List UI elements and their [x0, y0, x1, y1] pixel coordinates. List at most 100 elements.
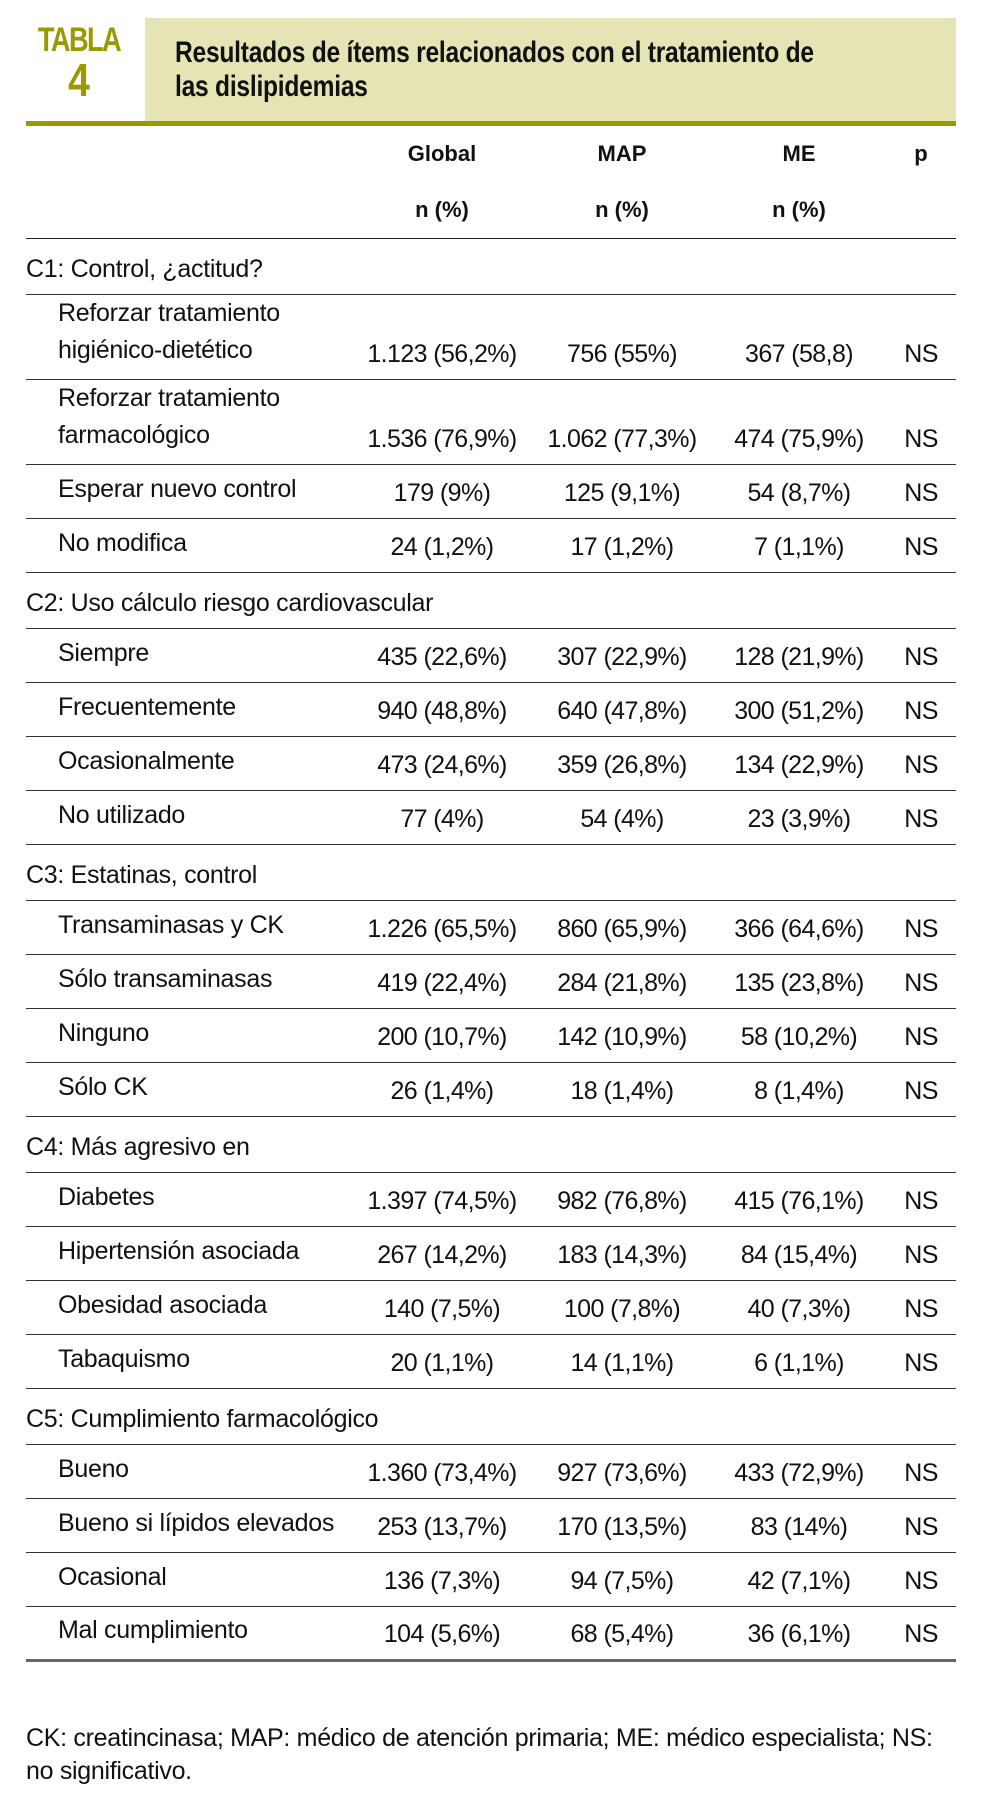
cell-value: 179 (9%)	[352, 464, 532, 519]
row-label: Frecuentemente	[26, 682, 352, 737]
table-row: Obesidad asociada 140 (7,5%) 100 (7,8%) 40 …	[26, 1280, 956, 1335]
cell-value: 435 (22,6%)	[352, 628, 532, 683]
table-row: Mal cumplimiento 104 (5,6%) 68 (5,4%) 36 (6…	[26, 1606, 956, 1662]
cell-value: 94 (7,5%)	[532, 1552, 712, 1607]
cell-value: NS	[886, 790, 956, 845]
cell-value: NS	[886, 1444, 956, 1499]
subheader: n (%)	[712, 182, 886, 239]
cell-value: 134 (22,9%)	[712, 736, 886, 791]
cell-value: 419 (22,4%)	[352, 954, 532, 1009]
cell-value: 20 (1,1%)	[352, 1334, 532, 1389]
section-header: C2: Uso cálculo riesgo cardiovascular	[26, 572, 956, 629]
cell-value: NS	[886, 900, 956, 955]
section-header: C1: Control, ¿actitud?	[26, 238, 956, 295]
column-subheaders: n (%) n (%) n (%)	[26, 182, 956, 239]
row-label: Hipertensión asociada	[26, 1226, 352, 1281]
row-label: Transaminasas y CK	[26, 900, 352, 955]
cell-value: 860 (65,9%)	[532, 900, 712, 955]
cell-value: 940 (48,8%)	[352, 682, 532, 737]
cell-value: 756 (55%)	[532, 294, 712, 380]
row-label: Diabetes	[26, 1172, 352, 1227]
cell-value: 68 (5,4%)	[532, 1606, 712, 1662]
section-header: C3: Estatinas, control	[26, 844, 956, 901]
table-row: Bueno si lípidos elevados 253 (13,7%) 170 …	[26, 1498, 956, 1553]
row-label: Reforzar tratamiento farmacológico	[26, 379, 352, 465]
cell-value: 26 (1,4%)	[352, 1062, 532, 1117]
row-label: Obesidad asociada	[26, 1280, 352, 1335]
cell-value: 54 (4%)	[532, 790, 712, 845]
cell-value: 24 (1,2%)	[352, 518, 532, 573]
table-row: Ocasionalmente 473 (24,6%) 359 (26,8%) 134 …	[26, 736, 956, 791]
cell-value: NS	[886, 294, 956, 380]
cell-value: 136 (7,3%)	[352, 1552, 532, 1607]
row-label: Bueno si lípidos elevados	[26, 1498, 352, 1553]
cell-value: 1.397 (74,5%)	[352, 1172, 532, 1227]
row-label: Siempre	[26, 628, 352, 683]
section-title: C4: Más agresivo en	[26, 1116, 956, 1173]
table-title: Resultados de ítems relacionados con el …	[175, 36, 814, 103]
cell-value: 267 (14,2%)	[352, 1226, 532, 1281]
row-label: Mal cumplimiento	[26, 1606, 352, 1662]
row-label: Sólo transaminasas	[26, 954, 352, 1009]
table-row: Hipertensión asociada 267 (14,2%) 183 (14,…	[26, 1226, 956, 1281]
row-label: Esperar nuevo control	[26, 464, 352, 519]
cell-value: 366 (64,6%)	[712, 900, 886, 955]
cell-value: 415 (76,1%)	[712, 1172, 886, 1227]
cell-value: 982 (76,8%)	[532, 1172, 712, 1227]
table-row: Ocasional 136 (7,3%) 94 (7,5%) 42 (7,1%) NS	[26, 1552, 956, 1607]
cell-value: NS	[886, 1552, 956, 1607]
cell-value: 200 (10,7%)	[352, 1008, 532, 1063]
cell-value: 23 (3,9%)	[712, 790, 886, 845]
cell-value: NS	[886, 1226, 956, 1281]
table-row: Tabaquismo 20 (1,1%) 14 (1,1%) 6 (1,1%) NS	[26, 1334, 956, 1389]
cell-value: NS	[886, 464, 956, 519]
cell-value: 42 (7,1%)	[712, 1552, 886, 1607]
cell-value: 7 (1,1%)	[712, 518, 886, 573]
footnote: CK: creatincinasa; MAP: médico de atenci…	[26, 1724, 933, 1785]
table-row: Reforzar tratamiento farmacológico 1.536 …	[26, 379, 956, 465]
row-label: Sólo CK	[26, 1062, 352, 1117]
cell-value: 300 (51,2%)	[712, 682, 886, 737]
cell-value: 140 (7,5%)	[352, 1280, 532, 1335]
cell-value: NS	[886, 379, 956, 465]
table-row: Frecuentemente 940 (48,8%) 640 (47,8%) 300 …	[26, 682, 956, 737]
cell-value: 1.062 (77,3%)	[532, 379, 712, 465]
table-row: Bueno 1.360 (73,4%) 927 (73,6%) 433 (72,9%)…	[26, 1444, 956, 1499]
cell-value: 1.226 (65,5%)	[352, 900, 532, 955]
results-table: Global MAP ME p n (%) n (%) n (%) C1: Co…	[26, 126, 956, 1662]
cell-value: 1.123 (56,2%)	[352, 294, 532, 380]
section-title: C1: Control, ¿actitud?	[26, 238, 956, 295]
row-label: Bueno	[26, 1444, 352, 1499]
cell-value: 474 (75,9%)	[712, 379, 886, 465]
row-label: Ninguno	[26, 1008, 352, 1063]
cell-value: 367 (58,8)	[712, 294, 886, 380]
cell-value: 36 (6,1%)	[712, 1606, 886, 1662]
subheader: n (%)	[352, 182, 532, 239]
cell-value: 284 (21,8%)	[532, 954, 712, 1009]
cell-value: NS	[886, 1334, 956, 1389]
cell-value: 14 (1,1%)	[532, 1334, 712, 1389]
table-row: Reforzar tratamiento higiénico-dietético…	[26, 294, 956, 380]
table-row: Siempre 435 (22,6%) 307 (22,9%) 128 (21,9%)…	[26, 628, 956, 683]
cell-value: 77 (4%)	[352, 790, 532, 845]
cell-value: 307 (22,9%)	[532, 628, 712, 683]
section-header: C4: Más agresivo en	[26, 1116, 956, 1173]
cell-value: NS	[886, 1172, 956, 1227]
cell-value: 359 (26,8%)	[532, 736, 712, 791]
table-row: Sólo CK 26 (1,4%) 18 (1,4%) 8 (1,4%) NS	[26, 1062, 956, 1117]
cell-value: 58 (10,2%)	[712, 1008, 886, 1063]
cell-value: 433 (72,9%)	[712, 1444, 886, 1499]
section-title: C3: Estatinas, control	[26, 844, 956, 901]
cell-value: 927 (73,6%)	[532, 1444, 712, 1499]
cell-value: 83 (14%)	[712, 1498, 886, 1553]
cell-value: NS	[886, 1062, 956, 1117]
cell-value: 1.360 (73,4%)	[352, 1444, 532, 1499]
row-label: No utilizado	[26, 790, 352, 845]
cell-value: 253 (13,7%)	[352, 1498, 532, 1553]
cell-value: NS	[886, 1008, 956, 1063]
title-band	[145, 18, 956, 122]
cell-value: NS	[886, 1498, 956, 1553]
cell-value: 8 (1,4%)	[712, 1062, 886, 1117]
cell-value: NS	[886, 736, 956, 791]
cell-value: 125 (9,1%)	[532, 464, 712, 519]
